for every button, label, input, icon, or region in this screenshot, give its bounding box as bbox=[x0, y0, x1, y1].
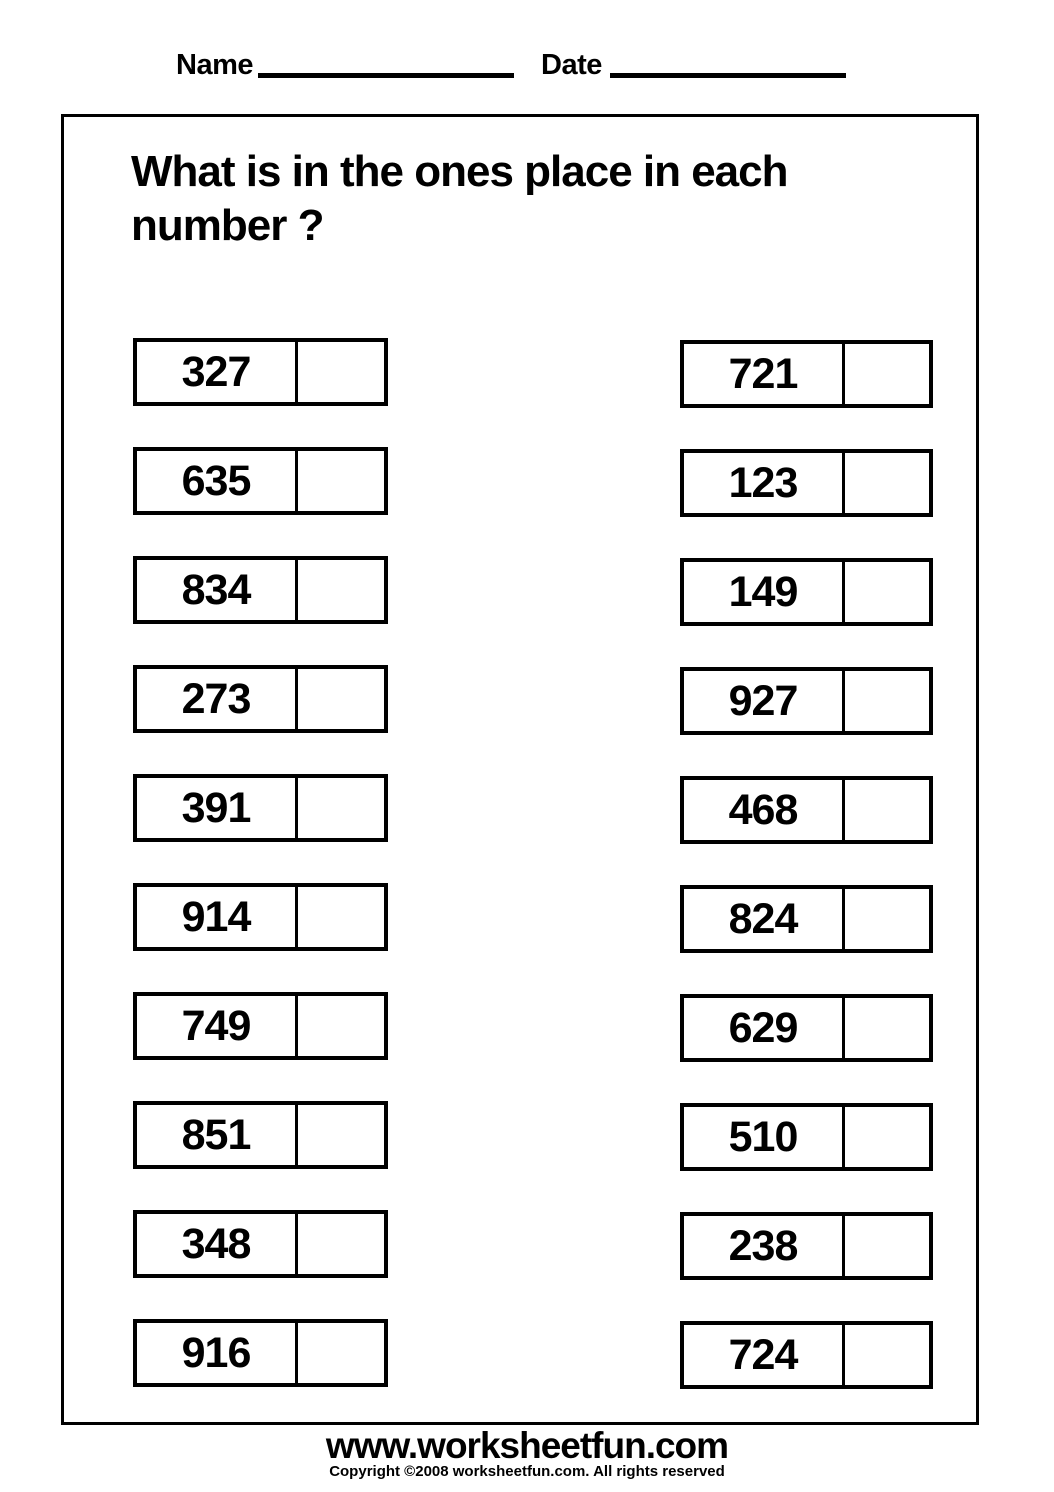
name-label: Name bbox=[176, 49, 254, 81]
copyright-text: Copyright ©2008 worksheetfun.com. All ri… bbox=[329, 1463, 725, 1480]
number-box: 273 bbox=[133, 665, 388, 733]
number-value: 914 bbox=[137, 887, 298, 947]
number-value: 927 bbox=[684, 671, 845, 731]
answer-box bbox=[298, 887, 384, 947]
number-box: 149 bbox=[680, 558, 933, 626]
answer-box bbox=[845, 998, 929, 1058]
number-box: 851 bbox=[133, 1101, 388, 1169]
number-value: 834 bbox=[137, 560, 298, 620]
number-value: 629 bbox=[684, 998, 845, 1058]
number-value: 149 bbox=[684, 562, 845, 622]
answer-box bbox=[845, 344, 929, 404]
answer-box bbox=[845, 1107, 929, 1167]
site-url: www.worksheetfun.com bbox=[325, 1425, 729, 1466]
number-value: 391 bbox=[137, 778, 298, 838]
number-box: 927 bbox=[680, 667, 933, 735]
number-value: 238 bbox=[684, 1216, 845, 1276]
answer-box bbox=[298, 1323, 384, 1383]
date-blank-line bbox=[610, 73, 846, 78]
number-box: 123 bbox=[680, 449, 933, 517]
number-box: 635 bbox=[133, 447, 388, 515]
answer-box bbox=[298, 342, 384, 402]
number-box: 914 bbox=[133, 883, 388, 951]
name-blank-line bbox=[258, 73, 514, 78]
answer-box bbox=[845, 780, 929, 840]
page-title: What is in the ones place in each number… bbox=[131, 147, 788, 250]
answer-box bbox=[298, 451, 384, 511]
answer-box bbox=[845, 671, 929, 731]
number-value: 327 bbox=[137, 342, 298, 402]
number-box: 348 bbox=[133, 1210, 388, 1278]
number-box: 629 bbox=[680, 994, 933, 1062]
number-value: 348 bbox=[137, 1214, 298, 1274]
number-box: 721 bbox=[680, 340, 933, 408]
number-box: 391 bbox=[133, 774, 388, 842]
number-value: 510 bbox=[684, 1107, 845, 1167]
problems-column-right: 721 123 149 927 468 824 629 510 238 724 bbox=[680, 340, 933, 1389]
number-box: 724 bbox=[680, 1321, 933, 1389]
number-value: 273 bbox=[137, 669, 298, 729]
number-value: 724 bbox=[684, 1325, 845, 1385]
answer-box bbox=[845, 562, 929, 622]
answer-box bbox=[845, 1325, 929, 1385]
problems-column-left: 327 635 834 273 391 914 749 851 348 916 bbox=[133, 338, 388, 1387]
number-value: 916 bbox=[137, 1323, 298, 1383]
answer-box bbox=[298, 1214, 384, 1274]
answer-box bbox=[845, 889, 929, 949]
number-value: 635 bbox=[137, 451, 298, 511]
worksheet-frame: What is in the ones place in each number… bbox=[61, 114, 979, 1425]
number-value: 468 bbox=[684, 780, 845, 840]
answer-box bbox=[845, 1216, 929, 1276]
answer-box bbox=[298, 996, 384, 1056]
number-box: 510 bbox=[680, 1103, 933, 1171]
number-value: 721 bbox=[684, 344, 845, 404]
number-box: 916 bbox=[133, 1319, 388, 1387]
answer-box bbox=[298, 1105, 384, 1165]
number-box: 749 bbox=[133, 992, 388, 1060]
date-label: Date bbox=[541, 49, 602, 81]
number-value: 851 bbox=[137, 1105, 298, 1165]
answer-box bbox=[298, 560, 384, 620]
answer-box bbox=[298, 669, 384, 729]
answer-box bbox=[298, 778, 384, 838]
number-value: 123 bbox=[684, 453, 845, 513]
number-box: 327 bbox=[133, 338, 388, 406]
number-box: 824 bbox=[680, 885, 933, 953]
answer-box bbox=[845, 453, 929, 513]
number-box: 238 bbox=[680, 1212, 933, 1280]
number-value: 749 bbox=[137, 996, 298, 1056]
number-box: 468 bbox=[680, 776, 933, 844]
number-value: 824 bbox=[684, 889, 845, 949]
number-box: 834 bbox=[133, 556, 388, 624]
